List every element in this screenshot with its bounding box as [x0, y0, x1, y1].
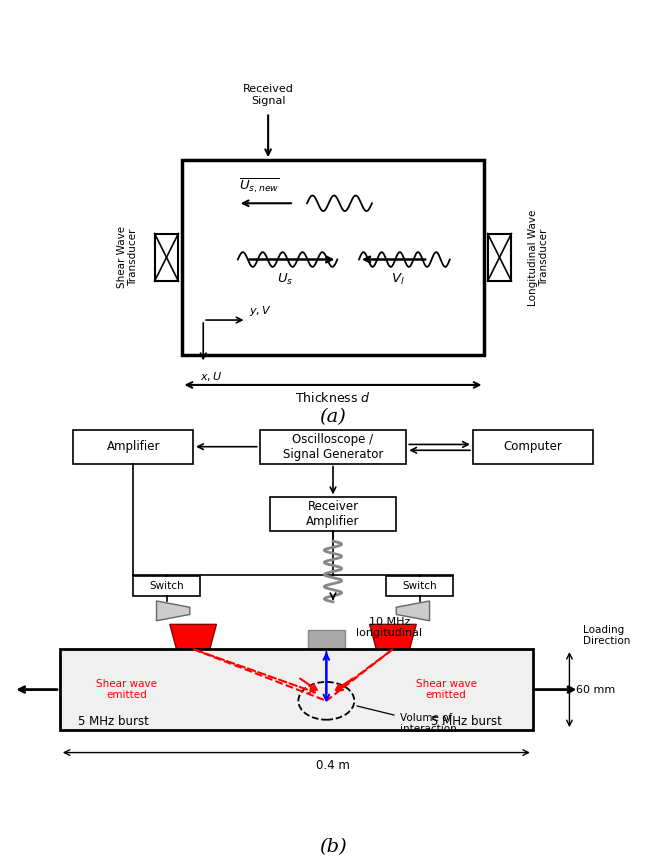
- FancyBboxPatch shape: [182, 160, 484, 355]
- Text: Shear wave
emitted: Shear wave emitted: [96, 679, 157, 701]
- Polygon shape: [157, 601, 190, 621]
- Text: $\overline{U_{s,new}}$: $\overline{U_{s,new}}$: [239, 176, 280, 195]
- FancyBboxPatch shape: [73, 430, 193, 464]
- FancyBboxPatch shape: [308, 630, 345, 650]
- Text: Oscilloscope /
Signal Generator: Oscilloscope / Signal Generator: [283, 432, 383, 461]
- FancyBboxPatch shape: [488, 234, 511, 281]
- FancyBboxPatch shape: [370, 649, 416, 652]
- FancyBboxPatch shape: [260, 430, 406, 464]
- Text: Longitudinal Wave
Transducer: Longitudinal Wave Transducer: [527, 209, 549, 305]
- Text: (a): (a): [320, 408, 346, 426]
- Text: 60 mm: 60 mm: [576, 684, 615, 695]
- Text: Shear Wave
Transducer: Shear Wave Transducer: [117, 227, 139, 288]
- FancyBboxPatch shape: [155, 234, 178, 281]
- Text: Volume of
interaction: Volume of interaction: [357, 706, 456, 734]
- Text: 5 MHz burst: 5 MHz burst: [78, 714, 149, 727]
- Text: Shear wave
emitted: Shear wave emitted: [416, 679, 477, 701]
- Text: Amplifier: Amplifier: [107, 440, 160, 453]
- Polygon shape: [370, 625, 416, 649]
- Polygon shape: [170, 625, 216, 649]
- Text: $V_l$: $V_l$: [391, 272, 405, 286]
- Text: $x, U$: $x, U$: [200, 370, 222, 383]
- Text: Thickness $d$: Thickness $d$: [295, 391, 371, 406]
- FancyBboxPatch shape: [270, 497, 396, 531]
- Text: 5 MHz burst: 5 MHz burst: [431, 714, 501, 727]
- Text: Switch: Switch: [402, 581, 437, 591]
- FancyBboxPatch shape: [60, 649, 533, 730]
- FancyBboxPatch shape: [386, 576, 453, 596]
- Text: (b): (b): [319, 838, 347, 856]
- Text: Receiver
Amplifier: Receiver Amplifier: [306, 500, 360, 529]
- Text: Switch: Switch: [149, 581, 184, 591]
- FancyBboxPatch shape: [133, 576, 200, 596]
- Text: Loading
Direction: Loading Direction: [583, 625, 630, 646]
- Text: 0.4 m: 0.4 m: [316, 759, 350, 772]
- FancyBboxPatch shape: [473, 430, 593, 464]
- Text: Computer: Computer: [503, 440, 562, 453]
- Text: $U_s$: $U_s$: [277, 272, 294, 286]
- Polygon shape: [396, 601, 430, 621]
- Text: Received
Signal: Received Signal: [242, 85, 294, 106]
- Text: 10 MHz
longitudinal: 10 MHz longitudinal: [356, 617, 422, 638]
- Text: $y, V$: $y, V$: [248, 304, 272, 318]
- FancyBboxPatch shape: [170, 649, 216, 652]
